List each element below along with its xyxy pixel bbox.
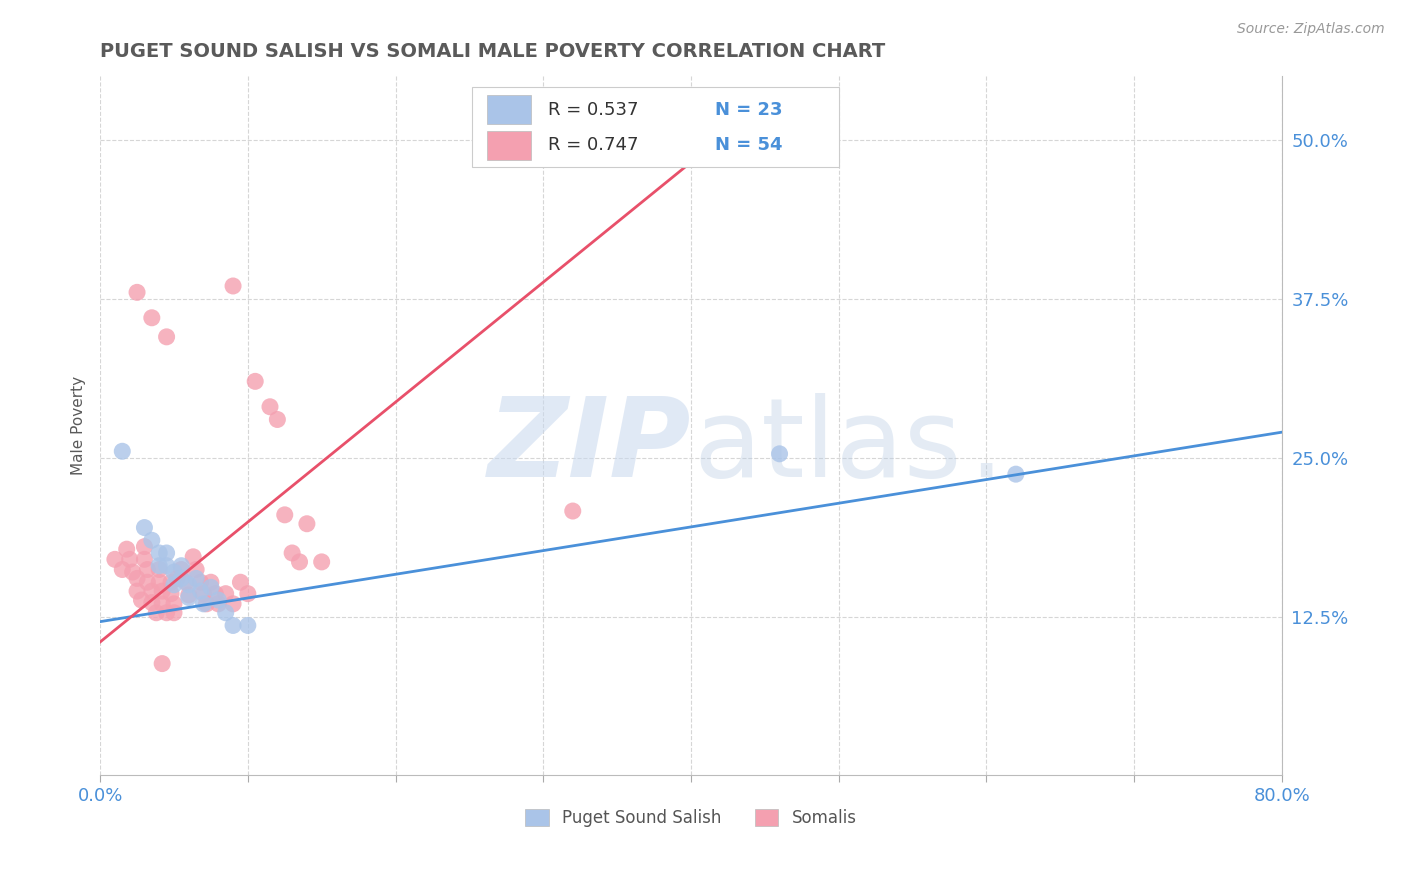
Point	[215, 587, 238, 601]
Text: R = 0.537: R = 0.537	[548, 101, 638, 119]
Point	[222, 618, 245, 632]
Point	[125, 285, 148, 300]
Point	[163, 565, 186, 579]
Text: .: .	[969, 393, 1004, 500]
Point	[155, 546, 177, 560]
Point	[222, 597, 245, 611]
Point	[125, 571, 148, 585]
Point	[288, 555, 311, 569]
Point	[155, 330, 177, 344]
Point	[229, 575, 252, 590]
Point	[141, 533, 163, 548]
Point	[170, 558, 193, 573]
Point	[193, 587, 215, 601]
Point	[177, 588, 200, 602]
FancyBboxPatch shape	[486, 131, 531, 161]
Point	[184, 562, 207, 576]
Point	[115, 542, 138, 557]
Point	[274, 508, 297, 522]
Text: PUGET SOUND SALISH VS SOMALI MALE POVERTY CORRELATION CHART: PUGET SOUND SALISH VS SOMALI MALE POVERT…	[100, 42, 886, 61]
Point	[204, 587, 226, 601]
Point	[215, 606, 238, 620]
Point	[141, 596, 163, 610]
Point	[131, 593, 153, 607]
Text: N = 54: N = 54	[714, 136, 782, 154]
Point	[160, 587, 183, 601]
Point	[768, 447, 790, 461]
Point	[148, 546, 170, 560]
Point	[111, 444, 134, 458]
Point	[184, 571, 207, 585]
Point	[141, 310, 163, 325]
Point	[150, 584, 173, 599]
Point	[190, 584, 212, 599]
Point	[174, 575, 197, 590]
Point	[134, 540, 156, 554]
Point	[104, 552, 127, 566]
Point	[200, 580, 222, 594]
Point	[136, 575, 159, 590]
Point	[141, 584, 163, 599]
Text: R = 0.747: R = 0.747	[548, 136, 638, 154]
Point	[207, 597, 229, 611]
Point	[163, 597, 186, 611]
Point	[236, 587, 259, 601]
Point	[177, 591, 200, 605]
Point	[163, 578, 186, 592]
Point	[134, 552, 156, 566]
Point	[1005, 467, 1028, 482]
Point	[177, 578, 200, 592]
Legend: Puget Sound Salish, Somalis: Puget Sound Salish, Somalis	[519, 802, 863, 834]
Point	[134, 520, 156, 534]
Point	[193, 597, 215, 611]
Y-axis label: Male Poverty: Male Poverty	[72, 376, 86, 475]
Point	[245, 375, 267, 389]
Point	[155, 606, 177, 620]
Point	[195, 597, 218, 611]
Point	[150, 597, 173, 611]
Point	[118, 552, 141, 566]
Point	[166, 571, 188, 585]
FancyBboxPatch shape	[486, 95, 531, 125]
Point	[200, 575, 222, 590]
Point	[295, 516, 318, 531]
Point	[181, 549, 204, 564]
Point	[207, 593, 229, 607]
Point	[121, 565, 143, 579]
Point	[150, 657, 173, 671]
Point	[281, 546, 304, 560]
Point	[148, 562, 170, 576]
Point	[148, 575, 170, 590]
Point	[160, 575, 183, 590]
FancyBboxPatch shape	[472, 87, 838, 167]
Point	[163, 606, 186, 620]
Point	[190, 575, 212, 590]
Point	[155, 558, 177, 573]
Point	[111, 562, 134, 576]
Point	[125, 584, 148, 599]
Text: N = 23: N = 23	[714, 101, 782, 119]
Text: atlas: atlas	[693, 393, 962, 500]
Point	[236, 618, 259, 632]
Point	[145, 606, 167, 620]
Point	[259, 400, 281, 414]
Point	[266, 412, 288, 426]
Text: Source: ZipAtlas.com: Source: ZipAtlas.com	[1237, 22, 1385, 37]
Text: ZIP: ZIP	[488, 393, 690, 500]
Point	[170, 562, 193, 576]
Point	[136, 562, 159, 576]
Point	[170, 571, 193, 585]
Point	[561, 504, 583, 518]
Point	[222, 279, 245, 293]
Point	[311, 555, 333, 569]
Point	[148, 558, 170, 573]
